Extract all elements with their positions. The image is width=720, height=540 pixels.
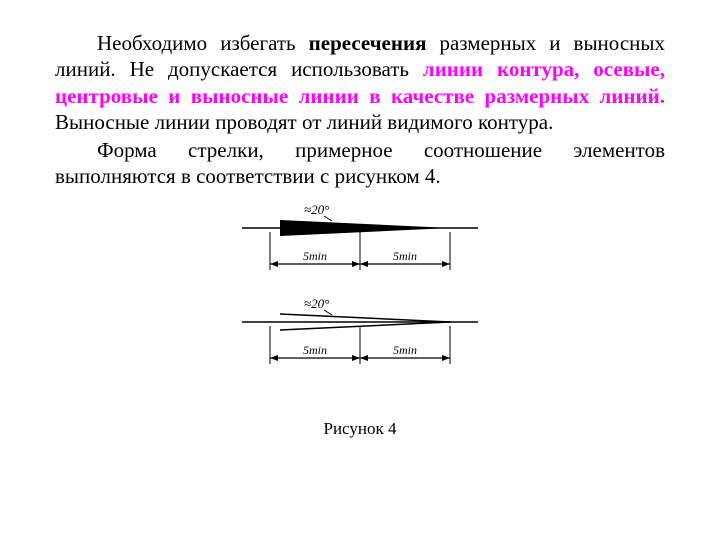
svg-text:5min: 5min bbox=[303, 343, 327, 357]
svg-text:5min: 5min bbox=[303, 249, 327, 263]
figure-wrapper: ≈20° 5min 5min ≈20° 5min 5min Рисунок 4 bbox=[55, 204, 665, 439]
paragraph-1: Необходимо избегать пересечения размерны… bbox=[55, 30, 665, 135]
figure-4: ≈20° 5min 5min ≈20° 5min 5min bbox=[230, 204, 490, 399]
svg-text:≈20°: ≈20° bbox=[304, 296, 329, 311]
paragraph-2: Форма стрелки, примерное соотношение эле… bbox=[55, 137, 665, 190]
p1-run-e: Выносные линии проводят от линий видимог… bbox=[55, 110, 553, 134]
svg-text:5min: 5min bbox=[393, 343, 417, 357]
figure-caption: Рисунок 4 bbox=[55, 419, 665, 439]
svg-text:5min: 5min bbox=[393, 249, 417, 263]
p1-run-b: пересечения bbox=[309, 31, 427, 55]
svg-text:≈20°: ≈20° bbox=[304, 204, 329, 217]
figure-svg: ≈20° 5min 5min ≈20° 5min 5min bbox=[230, 204, 490, 394]
p1-run-a: Необходимо избегать bbox=[97, 31, 309, 55]
page: Необходимо избегать пересечения размерны… bbox=[0, 0, 720, 439]
